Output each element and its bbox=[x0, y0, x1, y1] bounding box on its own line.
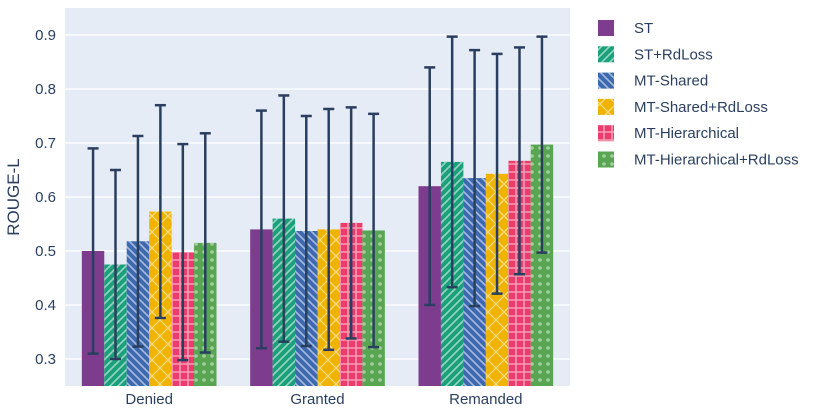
x-tick-label: Remanded bbox=[449, 391, 522, 408]
legend: ST ST+RdLoss MT-Shared MT-Shared+RdLoss MT-H… bbox=[598, 20, 799, 169]
legend-label: MT-Hierarchical bbox=[634, 125, 739, 142]
legend-swatch-pattern bbox=[598, 72, 614, 89]
y-tick-label: 0.6 bbox=[35, 189, 56, 206]
y-tick-label: 0.8 bbox=[35, 81, 56, 98]
legend-swatch-pattern bbox=[598, 46, 614, 63]
legend-swatch-pattern bbox=[598, 98, 614, 115]
legend-label: MT-Hierarchical+RdLoss bbox=[634, 152, 799, 169]
legend-swatch bbox=[598, 20, 614, 36]
bar-pattern bbox=[530, 144, 554, 386]
legend-label: ST+RdLoss bbox=[634, 46, 713, 63]
x-axis-ticks: Denied Granted Remanded bbox=[125, 391, 522, 408]
legend-label: MT-Shared bbox=[634, 73, 708, 90]
legend-swatch-pattern bbox=[598, 125, 614, 142]
y-tick-label: 0.7 bbox=[35, 135, 56, 152]
y-tick-label: 0.4 bbox=[35, 297, 56, 314]
y-tick-label: 0.3 bbox=[35, 351, 56, 368]
x-tick-label: Granted bbox=[290, 391, 344, 408]
y-axis-ticks: 0.3 0.4 0.5 0.6 0.7 0.8 0.9 bbox=[35, 27, 56, 368]
y-tick-label: 0.9 bbox=[35, 27, 56, 44]
error-bars bbox=[87, 35, 548, 362]
legend-label: ST bbox=[634, 20, 653, 37]
y-tick-label: 0.5 bbox=[35, 243, 56, 260]
legend-label: MT-Shared+RdLoss bbox=[634, 99, 768, 116]
legend-swatch-pattern bbox=[598, 151, 614, 168]
y-axis-title: ROUGE-L bbox=[4, 158, 23, 235]
x-tick-label: Denied bbox=[125, 391, 173, 408]
